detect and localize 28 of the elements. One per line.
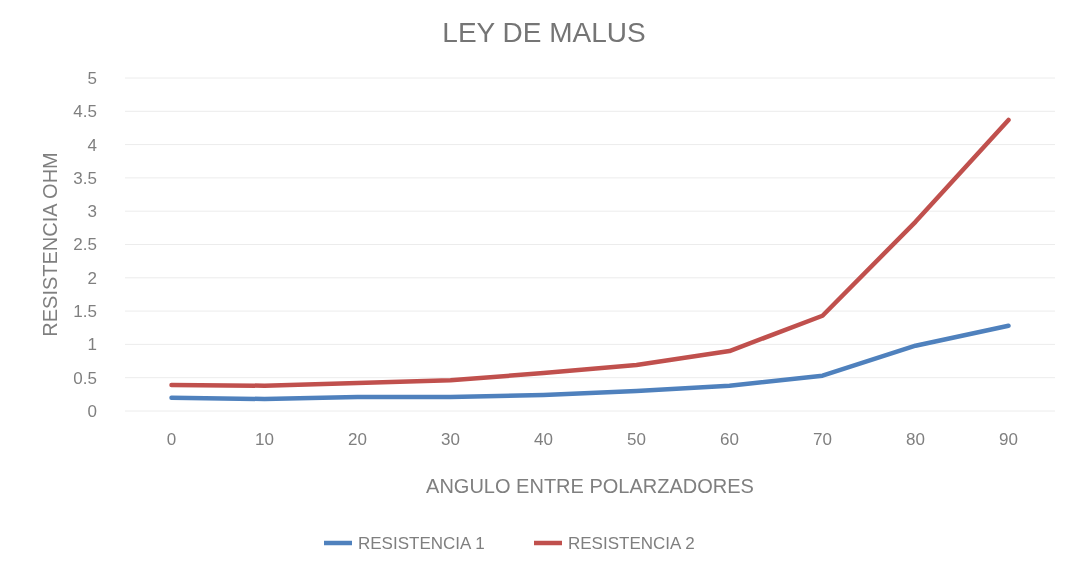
x-axis-title: ANGULO ENTRE POLARZADORES [426,475,754,497]
x-tick-label: 80 [906,430,925,449]
y-tick-label: 3 [87,202,97,222]
x-tick-label: 70 [813,430,832,449]
y-tick-label: 2 [87,268,97,288]
y-tick-label: 1.5 [73,302,97,322]
x-tick-label: 60 [720,430,739,449]
y-tick-label: 4.5 [73,102,97,122]
x-tick-label: 30 [441,430,460,449]
y-axis-title: RESISTENCIA OHM [39,152,61,337]
y-tick-label: 5 [87,68,97,88]
y-tick-label: 0 [87,401,97,421]
line-series [169,323,1011,402]
y-tick-label: 2.5 [73,235,97,255]
x-tick-label: 20 [348,430,367,449]
x-tick-label: 90 [999,430,1018,449]
y-tick-label: 4 [87,135,97,155]
legend-label: RESISTENCIA 2 [568,533,695,553]
y-tick-label: 0.5 [73,368,97,388]
x-tick-label: 0 [166,430,177,449]
x-tick-label: 40 [534,430,553,449]
y-tick-label: 3.5 [73,168,97,188]
x-tick-label: 50 [627,430,646,449]
x-tick-label: 10 [255,430,274,449]
line-series [169,117,1011,388]
y-tick-label: 1 [87,335,97,355]
chart-title: LEY DE MALUS [442,17,646,48]
legend-label: RESISTENCIA 1 [358,533,485,553]
